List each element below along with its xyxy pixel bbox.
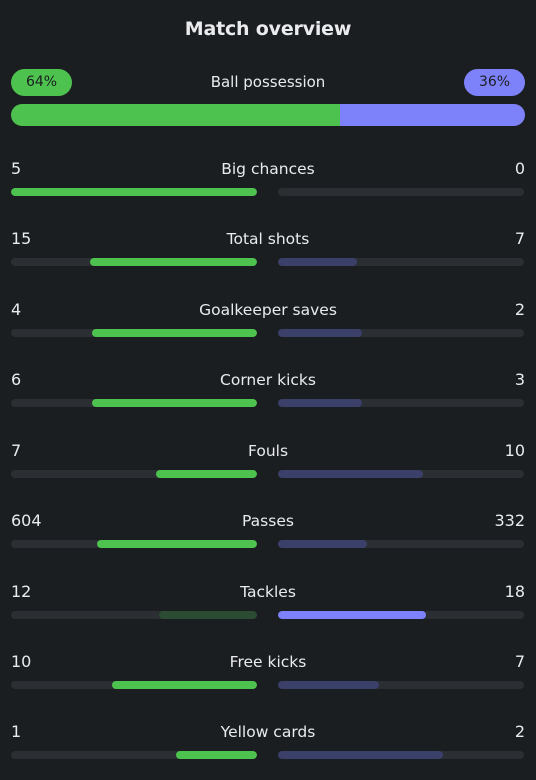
home-value: 604 xyxy=(11,511,42,530)
away-bar-fill xyxy=(278,470,424,478)
home-bar-fill xyxy=(111,681,257,689)
away-possession-segment xyxy=(339,104,525,126)
stat-label: Total shots xyxy=(226,230,310,248)
stat-row: 4 Goalkeeper saves 2 xyxy=(11,300,525,340)
home-bar-fill xyxy=(175,751,257,759)
away-bar-track xyxy=(278,681,524,689)
away-value: 332 xyxy=(494,511,525,530)
home-bar-fill xyxy=(92,399,257,407)
home-bar-fill xyxy=(89,258,257,266)
home-bar-fill xyxy=(92,329,257,337)
stat-label: Goalkeeper saves xyxy=(199,301,337,319)
stat-label: Yellow cards xyxy=(220,723,316,741)
home-bar-track xyxy=(11,681,257,689)
home-value: 15 xyxy=(11,229,32,248)
home-value: 12 xyxy=(11,582,32,601)
home-bar-track xyxy=(11,258,257,266)
stat-label: Passes xyxy=(242,512,294,530)
home-value: 1 xyxy=(11,722,22,741)
stat-row: 1 Yellow cards 2 xyxy=(11,722,525,762)
away-bar-fill xyxy=(278,540,367,548)
away-value: 7 xyxy=(514,652,525,671)
away-value: 10 xyxy=(504,441,525,460)
away-bar-track xyxy=(278,470,524,478)
stat-row: 12 Tackles 18 xyxy=(11,582,525,622)
stat-row: 604 Passes 332 xyxy=(11,511,525,551)
away-bar-track xyxy=(278,329,524,337)
home-value: 10 xyxy=(11,652,32,671)
away-bar-fill xyxy=(278,611,426,619)
stat-row: 6 Corner kicks 3 xyxy=(11,370,525,410)
away-value: 2 xyxy=(514,300,525,319)
home-value: 7 xyxy=(11,441,22,460)
away-possession-badge: 36% xyxy=(464,69,525,96)
away-bar-track xyxy=(278,399,524,407)
stat-label: Fouls xyxy=(247,442,289,460)
away-bar-track xyxy=(278,611,524,619)
away-bar-fill xyxy=(278,399,362,407)
home-bar-fill xyxy=(97,540,257,548)
away-bar-track xyxy=(278,751,524,759)
away-bar-fill xyxy=(278,258,357,266)
home-bar-track xyxy=(11,540,257,548)
away-value: 7 xyxy=(514,229,525,248)
away-value: 18 xyxy=(504,582,525,601)
stat-label: Free kicks xyxy=(229,653,307,671)
away-bar-track xyxy=(278,540,524,548)
home-bar-track xyxy=(11,470,257,478)
ball-possession-label: Ball possession xyxy=(210,73,326,91)
home-value: 4 xyxy=(11,300,22,319)
home-bar-track xyxy=(11,329,257,337)
stat-label: Tackles xyxy=(240,583,296,601)
away-bar-track xyxy=(278,188,524,196)
away-bar-track xyxy=(278,258,524,266)
stat-row: 10 Free kicks 7 xyxy=(11,652,525,692)
home-value: 5 xyxy=(11,159,22,178)
home-bar-track xyxy=(11,751,257,759)
away-value: 0 xyxy=(514,159,525,178)
home-possession-segment xyxy=(11,104,340,126)
ball-possession-header: 64% Ball possession 36% xyxy=(11,69,525,97)
home-bar-track xyxy=(11,399,257,407)
stat-label: Corner kicks xyxy=(220,371,316,389)
away-bar-fill xyxy=(278,329,362,337)
home-value: 6 xyxy=(11,370,22,389)
away-value: 3 xyxy=(514,370,525,389)
away-bar-fill xyxy=(278,681,379,689)
away-bar-fill xyxy=(278,751,443,759)
ball-possession-bar xyxy=(11,104,525,126)
home-bar-fill xyxy=(11,188,257,196)
stat-row: 5 Big chances 0 xyxy=(11,159,525,199)
away-value: 2 xyxy=(514,722,525,741)
stat-label: Big chances xyxy=(221,160,315,178)
page-title: Match overview xyxy=(184,18,352,40)
stat-row: 7 Fouls 10 xyxy=(11,441,525,481)
home-bar-fill xyxy=(156,470,257,478)
home-bar-track xyxy=(11,188,257,196)
home-bar-fill xyxy=(158,611,257,619)
stat-row: 15 Total shots 7 xyxy=(11,229,525,269)
home-bar-track xyxy=(11,611,257,619)
home-possession-badge: 64% xyxy=(11,69,72,96)
